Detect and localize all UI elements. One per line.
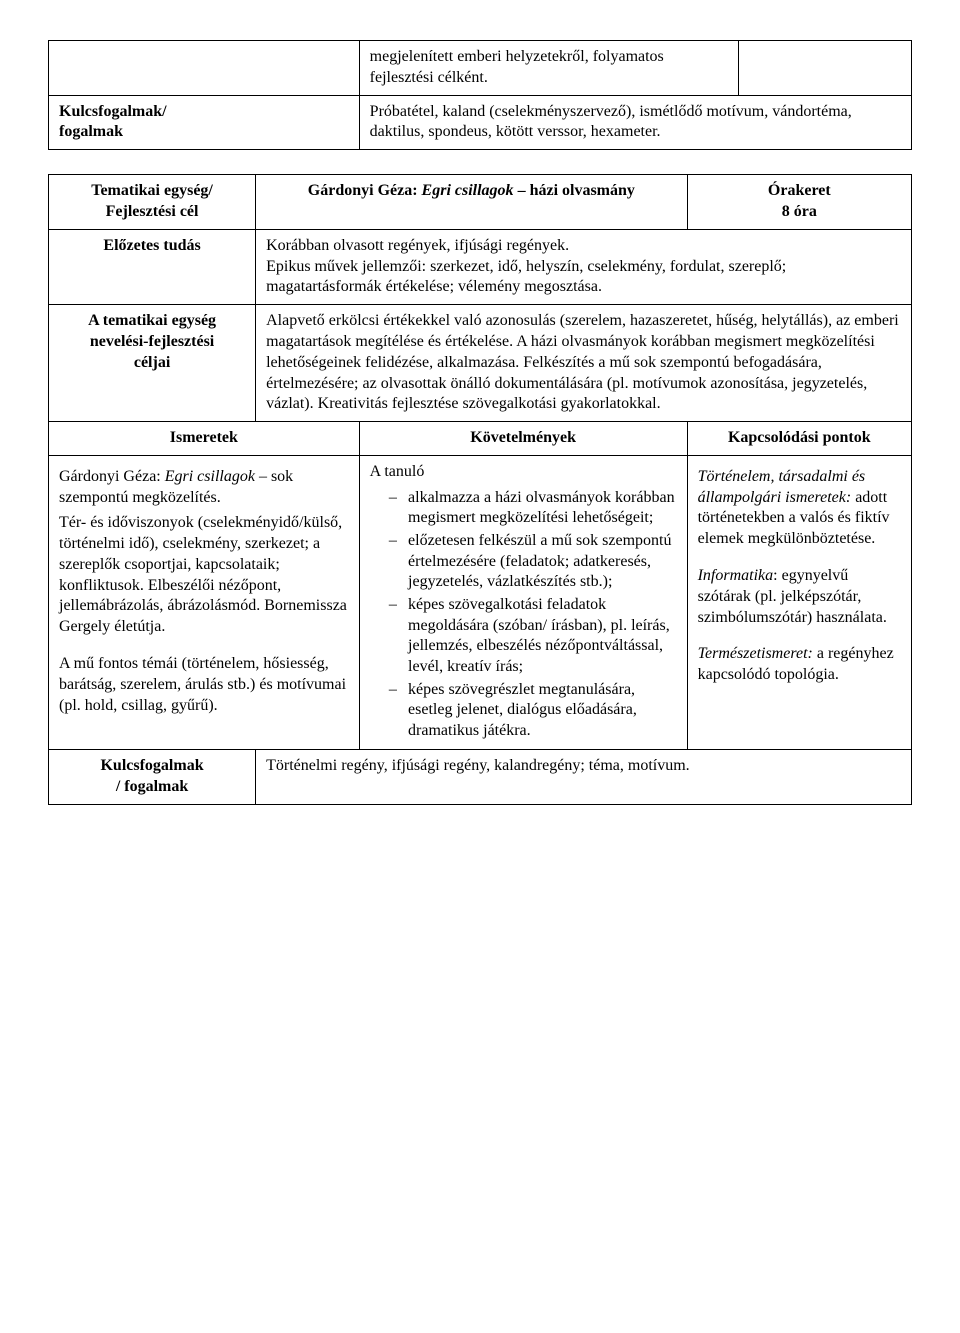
- list-item: alkalmazza a házi olvasmányok korábban m…: [389, 488, 677, 530]
- label-line: A tematikai egység: [88, 312, 216, 329]
- list-item: képes szövegrészlet megtanulására, esetl…: [389, 680, 677, 742]
- label-line: Fejlesztési cél: [106, 203, 199, 220]
- paragraph: Történelem, társadalmi és állampolgári i…: [698, 467, 901, 550]
- list-lead: A tanuló: [370, 462, 677, 483]
- table-row: Előzetes tudás Korábban olvasott regénye…: [49, 229, 912, 304]
- cell-col-header: Kapcsolódási pontok: [687, 422, 911, 456]
- cell-label: A tematikai egység nevelési-fejlesztési …: [49, 305, 256, 422]
- cell-header: Tematikai egység/ Fejlesztési cél: [49, 175, 256, 230]
- text-part: – házi olvasmány: [514, 182, 635, 199]
- table-row: Gárdonyi Géza: Egri csillagok – sok szem…: [49, 455, 912, 750]
- label-line: Kulcsfogalmak: [100, 757, 203, 774]
- cell-col-header: Ismeretek: [49, 422, 360, 456]
- table-row: Kulcsfogalmak / fogalmak Történelmi regé…: [49, 750, 912, 805]
- paragraph: Informatika: egynyelvű szótárak (pl. jel…: [698, 566, 901, 628]
- text-part: Gárdonyi Géza:: [59, 468, 165, 485]
- cell-label: Előzetes tudás: [49, 229, 256, 304]
- cell-empty: [49, 41, 360, 96]
- text-italic: Informatika: [698, 567, 774, 584]
- table-row: Ismeretek Követelmények Kapcsolódási pon…: [49, 422, 912, 456]
- main-table: Tematikai egység/ Fejlesztési cél Gárdon…: [48, 174, 912, 805]
- text-italic: Történelem, társadalmi és állampolgári i…: [698, 468, 866, 506]
- label-line: céljai: [134, 354, 170, 371]
- label-line: fogalmak: [59, 123, 123, 140]
- cell-text: megjelenített emberi helyzetekről, folya…: [359, 41, 739, 96]
- cell-text: Történelmi regény, ifjúsági regény, kala…: [256, 750, 912, 805]
- cell-text: Próbatétel, kaland (cselekményszervező),…: [359, 95, 911, 150]
- requirement-list: alkalmazza a házi olvasmányok korábban m…: [370, 488, 677, 742]
- cell-empty: [739, 41, 912, 96]
- cell-ismeretek: Gárdonyi Géza: Egri csillagok – sok szem…: [49, 455, 360, 750]
- table-row: Kulcsfogalmak/ fogalmak Próbatétel, kala…: [49, 95, 912, 150]
- label-line: Órakeret: [768, 182, 831, 199]
- cell-text: Korábban olvasott regények, ifjúsági reg…: [256, 229, 912, 304]
- paragraph: Természetismeret: a regényhez kapcsolódó…: [698, 644, 901, 686]
- label-line: Tematikai egység/: [91, 182, 213, 199]
- text-italic: Egri csillagok: [165, 468, 255, 485]
- label-line: 8 óra: [782, 203, 817, 220]
- table-row: A tematikai egység nevelési-fejlesztési …: [49, 305, 912, 422]
- table-row: Tematikai egység/ Fejlesztési cél Gárdon…: [49, 175, 912, 230]
- list-item: képes szövegalkotási feladatok megoldásá…: [389, 595, 677, 678]
- cell-text: Alapvető erkölcsi értékekkel való azonos…: [256, 305, 912, 422]
- list-item: előzetesen felkészül a mű sok szempontú …: [389, 531, 677, 593]
- paragraph: A mű fontos témái (történelem, hősiesség…: [59, 654, 349, 716]
- cell-header: Órakeret 8 óra: [687, 175, 911, 230]
- label-line: Kulcsfogalmak/: [59, 103, 167, 120]
- cell-label: Kulcsfogalmak / fogalmak: [49, 750, 256, 805]
- label-line: nevelési-fejlesztési: [90, 333, 214, 350]
- top-table: megjelenített emberi helyzetekről, folya…: [48, 40, 912, 150]
- cell-label: Kulcsfogalmak/ fogalmak: [49, 95, 360, 150]
- cell-kovetelmenyek: A tanuló alkalmazza a házi olvasmányok k…: [359, 455, 687, 750]
- text-part: Gárdonyi Géza:: [308, 182, 422, 199]
- label-line: / fogalmak: [116, 778, 188, 795]
- table-row: megjelenített emberi helyzetekről, folya…: [49, 41, 912, 96]
- cell-col-header: Követelmények: [359, 422, 687, 456]
- text-italic: Egri csillagok: [422, 182, 514, 199]
- text-italic: Természetismeret:: [698, 645, 813, 662]
- cell-header: Gárdonyi Géza: Egri csillagok – házi olv…: [256, 175, 687, 230]
- cell-kapcsolodasi: Történelem, társadalmi és állampolgári i…: [687, 455, 911, 750]
- paragraph: Gárdonyi Géza: Egri csillagok – sok szem…: [59, 467, 349, 509]
- paragraph: Tér- és időviszonyok (cselekményidő/küls…: [59, 513, 349, 638]
